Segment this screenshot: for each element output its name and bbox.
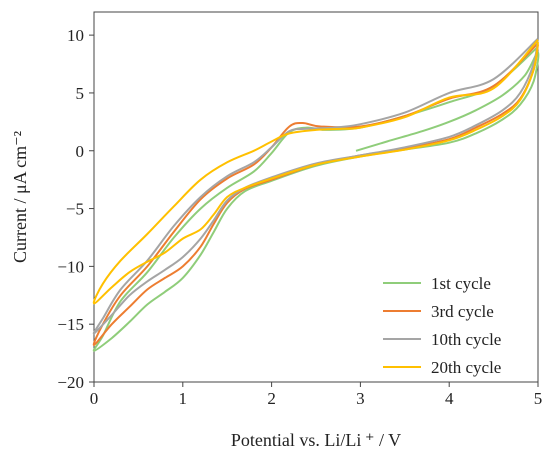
y-tick-label: −15 xyxy=(57,315,84,334)
legend-label-10th-cycle: 10th cycle xyxy=(431,330,501,349)
x-tick-label: 2 xyxy=(267,389,276,408)
y-tick-label: 0 xyxy=(76,142,85,161)
y-tick-label: −5 xyxy=(66,200,84,219)
series-line-20th-cycle xyxy=(92,39,539,305)
legend-label-1st-cycle: 1st cycle xyxy=(431,274,491,293)
legend-label-3rd-cycle: 3rd cycle xyxy=(431,302,494,321)
y-tick-label: 10 xyxy=(67,26,84,45)
series-layer xyxy=(92,37,540,352)
x-tick-label: 0 xyxy=(90,389,99,408)
x-tick-label: 4 xyxy=(445,389,454,408)
legend: 1st cycle 3rd cycle 10th cycle 20th cycle xyxy=(383,274,501,377)
series-line-10th-cycle xyxy=(92,37,539,335)
y-axis-title: Current / μA cm⁻² xyxy=(10,131,30,263)
y-axis-ticks: −20 −15 −10 −5 0 5 10 xyxy=(57,26,94,392)
x-tick-label: 5 xyxy=(534,389,543,408)
y-tick-label: 5 xyxy=(76,84,85,103)
x-tick-label: 1 xyxy=(179,389,188,408)
y-tick-label: −20 xyxy=(57,373,84,392)
series-line-3rd-cycle xyxy=(92,42,539,346)
x-tick-label: 3 xyxy=(356,389,365,408)
x-axis-title: Potential vs. Li/Li ⁺ / V xyxy=(231,430,401,450)
plot-frame xyxy=(93,11,539,383)
plot-area: 0 1 2 3 4 5 −20 −15 −10 −5 0 5 10 xyxy=(57,11,543,408)
legend-label-20th-cycle: 20th cycle xyxy=(431,358,501,377)
y-tick-label: −10 xyxy=(57,257,84,276)
x-axis-ticks: 0 1 2 3 4 5 xyxy=(90,382,543,408)
